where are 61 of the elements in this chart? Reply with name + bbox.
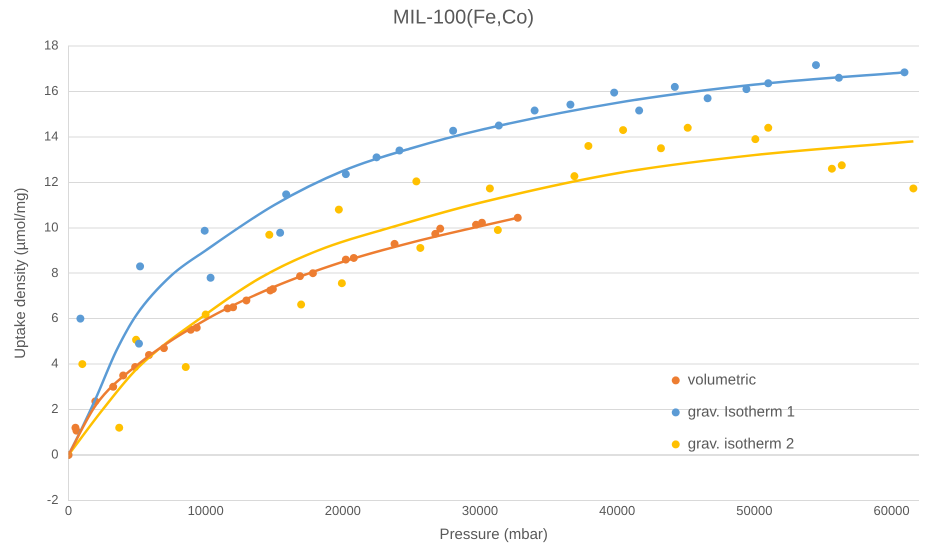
y-tick-label: 10 [44, 219, 58, 234]
point [297, 300, 306, 309]
point [635, 106, 644, 115]
y-tick-label: 2 [51, 401, 58, 416]
point [436, 224, 444, 233]
y-tick-label: 18 [44, 38, 58, 53]
x-tick-label: 20000 [324, 502, 361, 518]
point [182, 363, 190, 372]
point [704, 94, 712, 102]
point [342, 170, 350, 178]
point [134, 340, 143, 348]
x-axis-title: Pressure (mbar) [440, 526, 548, 544]
x-tick-label: 40000 [599, 502, 636, 518]
legend-label: grav. isotherm 2 [688, 436, 794, 453]
point [619, 126, 628, 134]
y-tick-label: 12 [44, 174, 58, 189]
y-tick-label: 0 [51, 446, 58, 462]
y-tick-label: 6 [51, 310, 58, 326]
point [76, 314, 84, 323]
y-tick-label: 16 [44, 83, 58, 98]
x-tick-label: 10000 [188, 502, 224, 518]
point [909, 184, 918, 192]
point [338, 279, 346, 288]
y-axis-title: Uptake density (µmol/mg) [12, 188, 30, 359]
point [136, 262, 144, 270]
x-tick-label: 30000 [462, 502, 498, 518]
x-tick-label: 60000 [873, 502, 910, 518]
point [416, 244, 424, 252]
point [828, 164, 836, 173]
point [412, 177, 420, 186]
point [838, 161, 846, 170]
point [566, 100, 574, 109]
point [751, 135, 760, 144]
point [78, 360, 86, 368]
point [764, 124, 772, 132]
point [486, 184, 494, 192]
y-tick-label: 14 [44, 128, 58, 144]
x-tick-label: 0 [64, 502, 72, 518]
point [812, 61, 820, 70]
point [115, 424, 124, 432]
point [670, 82, 679, 91]
point [610, 88, 618, 97]
point [334, 206, 343, 214]
point [570, 172, 578, 180]
chart-title: MIL-100(Fe,Co) [392, 6, 534, 29]
point [656, 144, 665, 152]
point [206, 274, 215, 282]
y-tick-label: -2 [46, 492, 58, 507]
x-tick-label: 50000 [736, 502, 772, 518]
point [494, 226, 502, 234]
legend-label: grav. Isotherm 1 [688, 404, 795, 421]
point [276, 228, 284, 237]
point [449, 126, 458, 135]
y-tick-label: 8 [51, 264, 58, 280]
point [265, 230, 274, 239]
point [530, 106, 539, 115]
point [684, 124, 692, 132]
legend-label: volumetric [688, 372, 757, 389]
point [584, 142, 592, 150]
point [200, 226, 209, 235]
y-tick-label: 4 [51, 356, 58, 371]
